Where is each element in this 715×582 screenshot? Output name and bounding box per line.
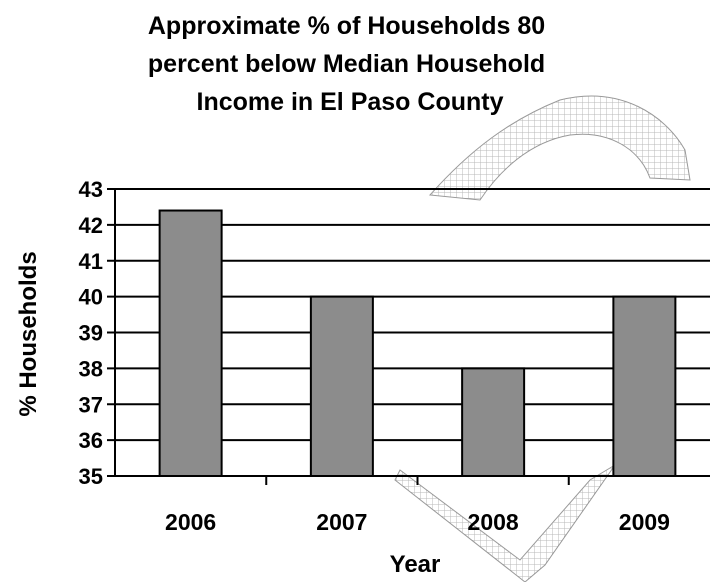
chart-title: Approximate % of Households 80 percent b… <box>148 12 552 116</box>
chart-title-line: Approximate % of Households 80 <box>148 12 545 40</box>
x-axis-label: Year <box>390 551 441 578</box>
axes <box>107 188 710 485</box>
y-tick-label: 35 <box>79 464 103 489</box>
watermark-shape <box>394 95 691 582</box>
bars <box>158 209 677 477</box>
y-tick-label: 38 <box>79 356 103 381</box>
x-tick-labels: 2006 2007 2008 2009 <box>165 509 670 535</box>
x-tick-label: 2008 <box>468 509 519 535</box>
y-tick-label: 37 <box>79 392 103 417</box>
bar-2009 <box>612 295 677 477</box>
chart-title-line: percent below Median Household <box>148 50 545 78</box>
bar-2008 <box>461 367 526 477</box>
chart-title-line: Income in El Paso County <box>197 88 504 116</box>
x-tick-label: 2007 <box>316 509 367 535</box>
x-tick-label: 2009 <box>619 509 670 535</box>
y-tick-label: 36 <box>79 428 103 453</box>
y-tick-label: 41 <box>79 249 103 274</box>
bar-2006 <box>158 209 223 477</box>
y-tick-label: 40 <box>79 285 103 310</box>
y-tick-label: 42 <box>79 213 103 238</box>
y-tick-label: 43 <box>79 177 103 202</box>
bar-2007 <box>309 295 374 477</box>
x-tick-label: 2006 <box>165 509 216 535</box>
y-tick-label: 39 <box>79 321 103 346</box>
y-tick-labels: 35 36 37 38 39 40 41 42 43 <box>79 177 103 489</box>
y-axis-label: % Households <box>15 251 42 416</box>
